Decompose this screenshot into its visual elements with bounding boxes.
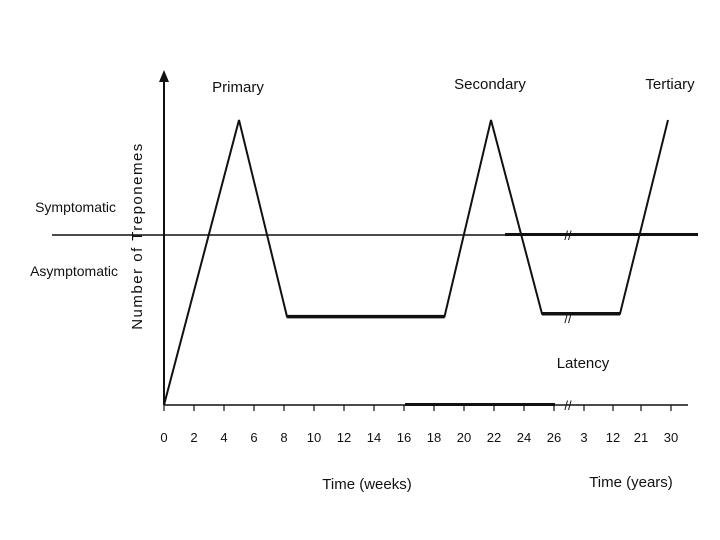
weeks-tick-label-2: 2 xyxy=(190,430,197,445)
years-tick-label-21: 21 xyxy=(634,430,648,445)
phase-label-secondary: Secondary xyxy=(454,76,526,93)
years-tick-label-3: 3 xyxy=(580,430,587,445)
weeks-tick-label-26: 26 xyxy=(547,430,561,445)
weeks-tick-label-4: 4 xyxy=(220,430,227,445)
phase-label-tertiary: Tertiary xyxy=(645,76,695,93)
treponeme-curve-weeks xyxy=(163,119,569,406)
phase-label-primary: Primary xyxy=(212,79,264,96)
x-ticks-weeks: 0 2 4 6 8 10 12 14 16 18 20 22 24 26 xyxy=(160,405,561,445)
weeks-tick-label-0: 0 xyxy=(160,430,167,445)
x-axis-title-years: Time (years) xyxy=(589,474,673,491)
years-tick-label-12: 12 xyxy=(606,430,620,445)
latency-label: Latency xyxy=(557,355,610,372)
weeks-tick-label-20: 20 xyxy=(457,430,471,445)
y-axis-arrow xyxy=(159,70,169,82)
years-tick-label-30: 30 xyxy=(664,430,678,445)
symptomatic-label: Symptomatic xyxy=(35,199,116,215)
weeks-tick-label-18: 18 xyxy=(427,430,441,445)
x-axis-title-weeks: Time (weeks) xyxy=(322,476,411,493)
treponeme-curve-years xyxy=(584,119,669,315)
weeks-tick-label-14: 14 xyxy=(367,430,381,445)
weeks-tick-label-12: 12 xyxy=(337,430,351,445)
break-marker-latency: // xyxy=(564,311,572,326)
weeks-tick-label-10: 10 xyxy=(307,430,321,445)
weeks-tick-label-24: 24 xyxy=(517,430,531,445)
break-marker-axis: // xyxy=(564,398,572,413)
x-ticks-years: 3 12 21 30 xyxy=(580,405,678,445)
weeks-tick-label-8: 8 xyxy=(280,430,287,445)
weeks-tick-label-6: 6 xyxy=(250,430,257,445)
break-marker-threshold: // xyxy=(564,228,572,243)
asymptomatic-label: Asymptomatic xyxy=(30,263,118,279)
weeks-tick-label-22: 22 xyxy=(487,430,501,445)
weeks-tick-label-16: 16 xyxy=(397,430,411,445)
y-axis-title: Number of Treponemes xyxy=(129,142,146,330)
